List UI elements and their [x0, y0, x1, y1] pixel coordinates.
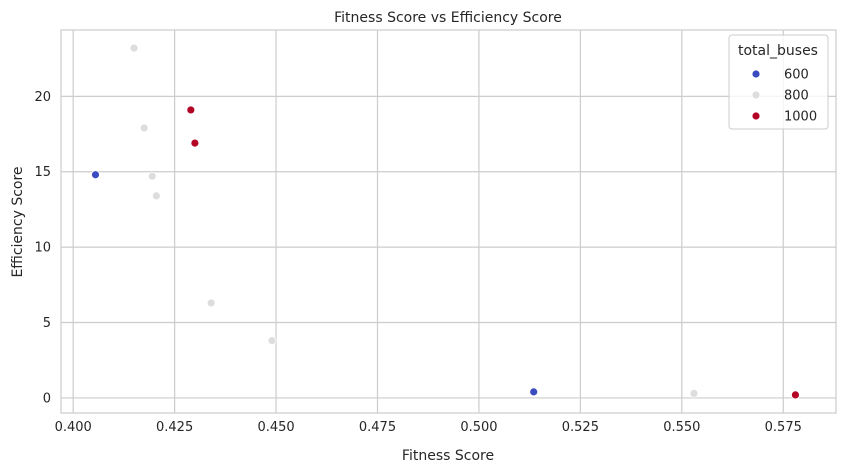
data-point-800 — [206, 298, 216, 308]
y-tick-labels: 0 5 10 15 20 — [34, 90, 51, 407]
y-tick-label: 5 — [43, 316, 51, 331]
legend-label-800: 800 — [784, 89, 809, 104]
legend-box — [728, 34, 829, 130]
data-point-800 — [147, 171, 157, 181]
x-tick-label: 0.500 — [460, 420, 497, 435]
chart-title: Fitness Score vs Efficiency Score — [334, 10, 562, 26]
legend-marker-1000 — [751, 111, 761, 121]
legend-title: total_buses — [738, 43, 818, 59]
x-axis-label: Fitness Score — [402, 448, 494, 464]
data-point-800 — [267, 336, 277, 346]
data-point-600 — [529, 387, 539, 397]
x-tick-label: 0.575 — [765, 420, 802, 435]
legend-label-1000: 1000 — [784, 110, 817, 125]
y-tick-label: 0 — [43, 391, 51, 406]
x-tick-label: 0.475 — [359, 420, 396, 435]
legend-marker-800 — [751, 90, 761, 100]
x-tick-labels: 0.400 0.425 0.450 0.475 0.500 0.525 0.550 0.575 — [55, 420, 802, 435]
legend-label-600: 600 — [784, 68, 809, 83]
x-tick-label: 0.550 — [663, 420, 700, 435]
x-tick-label: 0.400 — [55, 420, 92, 435]
legend-marker-600 — [751, 69, 761, 79]
data-point-1000 — [190, 138, 200, 148]
y-axis-label: Efficiency Score — [10, 166, 26, 277]
x-tick-label: 0.450 — [257, 420, 294, 435]
data-point-600 — [91, 170, 100, 180]
y-tick-label: 10 — [34, 241, 51, 256]
y-tick-label: 15 — [34, 165, 51, 180]
y-tick-label: 20 — [34, 90, 51, 105]
data-points — [91, 43, 800, 400]
grid-lines — [61, 30, 836, 413]
legend-entries: 600 800 1000 — [751, 68, 817, 125]
plot-frame — [60, 29, 837, 414]
legend: total_buses 600 800 1000 — [728, 34, 829, 130]
data-point-1000 — [791, 390, 800, 400]
data-point-800 — [151, 191, 161, 201]
data-point-800 — [689, 388, 699, 398]
data-point-800 — [139, 123, 149, 133]
x-tick-label: 0.425 — [156, 420, 193, 435]
data-point-1000 — [186, 105, 196, 115]
x-tick-label: 0.525 — [562, 420, 599, 435]
data-point-800 — [129, 43, 139, 53]
